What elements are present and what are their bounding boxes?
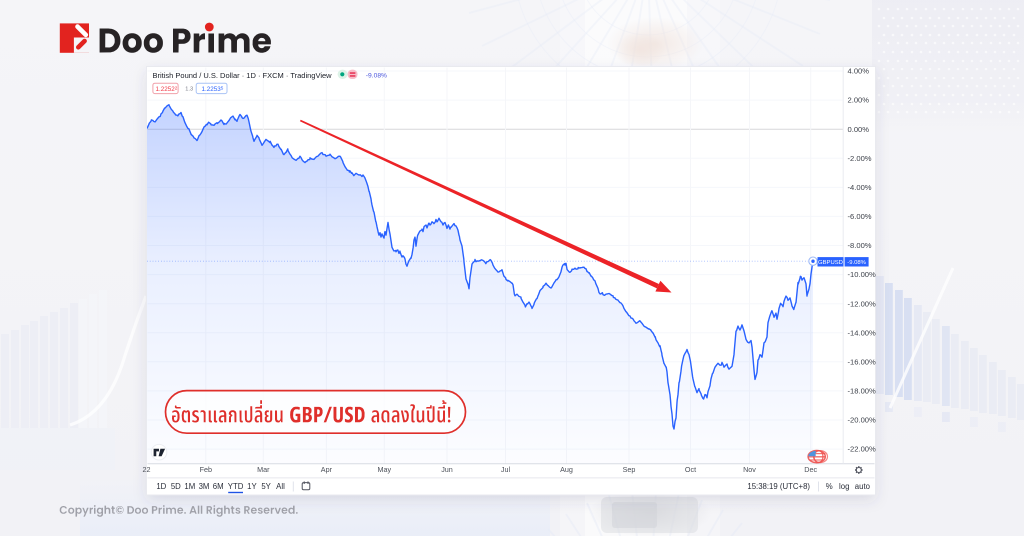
svg-text:Feb: Feb	[200, 465, 212, 474]
svg-text:-4.00%: -4.00%	[848, 183, 872, 192]
svg-text:Jul: Jul	[501, 465, 511, 474]
svg-text:0.00%: 0.00%	[848, 125, 870, 134]
svg-text:-18.00%: -18.00%	[848, 387, 877, 396]
svg-text:1M: 1M	[184, 482, 195, 491]
svg-text:-12.00%: -12.00%	[848, 299, 877, 308]
svg-text:-20.00%: -20.00%	[848, 416, 877, 425]
svg-text:1.22522: 1.22522	[156, 85, 178, 93]
svg-text:GBPUSD: GBPUSD	[818, 260, 843, 266]
svg-text:Jun: Jun	[441, 465, 453, 474]
svg-text:-14.00%: -14.00%	[848, 328, 877, 337]
svg-text:-22.00%: -22.00%	[848, 445, 877, 454]
svg-text:-8.00%: -8.00%	[848, 241, 872, 250]
svg-text:auto: auto	[855, 482, 871, 491]
svg-text:-6.00%: -6.00%	[848, 212, 872, 221]
svg-text:2.00%: 2.00%	[848, 96, 870, 105]
svg-text:-9.08%: -9.08%	[366, 72, 387, 79]
svg-text:Apr: Apr	[321, 465, 333, 474]
svg-text:Nov: Nov	[743, 465, 756, 474]
svg-text:All: All	[276, 482, 285, 491]
svg-text:log: log	[839, 482, 849, 491]
svg-text:22: 22	[143, 465, 151, 474]
svg-text:15:38:19 (UTC+8): 15:38:19 (UTC+8)	[747, 482, 810, 491]
svg-text:-10.00%: -10.00%	[848, 270, 877, 279]
svg-text:3M: 3M	[199, 482, 210, 491]
svg-text:Dec: Dec	[804, 465, 817, 474]
svg-text:5D: 5D	[171, 482, 181, 491]
svg-text:6M: 6M	[213, 482, 224, 491]
svg-text:Oct: Oct	[685, 465, 696, 474]
svg-text:5Y: 5Y	[261, 482, 271, 491]
svg-text:Aug: Aug	[560, 465, 573, 474]
svg-text:1Y: 1Y	[247, 482, 257, 491]
svg-text:Mar: Mar	[257, 465, 270, 474]
svg-text:Sep: Sep	[623, 465, 636, 474]
svg-text:%: %	[826, 482, 833, 491]
svg-text:1.3: 1.3	[185, 86, 193, 92]
svg-text:-9.08%: -9.08%	[847, 260, 866, 266]
svg-text:1D: 1D	[156, 482, 166, 491]
svg-text:1.22535: 1.22535	[202, 85, 224, 93]
svg-text:YTD: YTD	[228, 482, 244, 491]
svg-text:-2.00%: -2.00%	[848, 154, 872, 163]
svg-text:-16.00%: -16.00%	[848, 357, 877, 366]
svg-text:British Pound / U.S. Dollar ·: British Pound / U.S. Dollar · 1D · FXCM …	[153, 71, 333, 80]
svg-text:May: May	[378, 465, 392, 474]
svg-text:4.00%: 4.00%	[848, 67, 870, 76]
